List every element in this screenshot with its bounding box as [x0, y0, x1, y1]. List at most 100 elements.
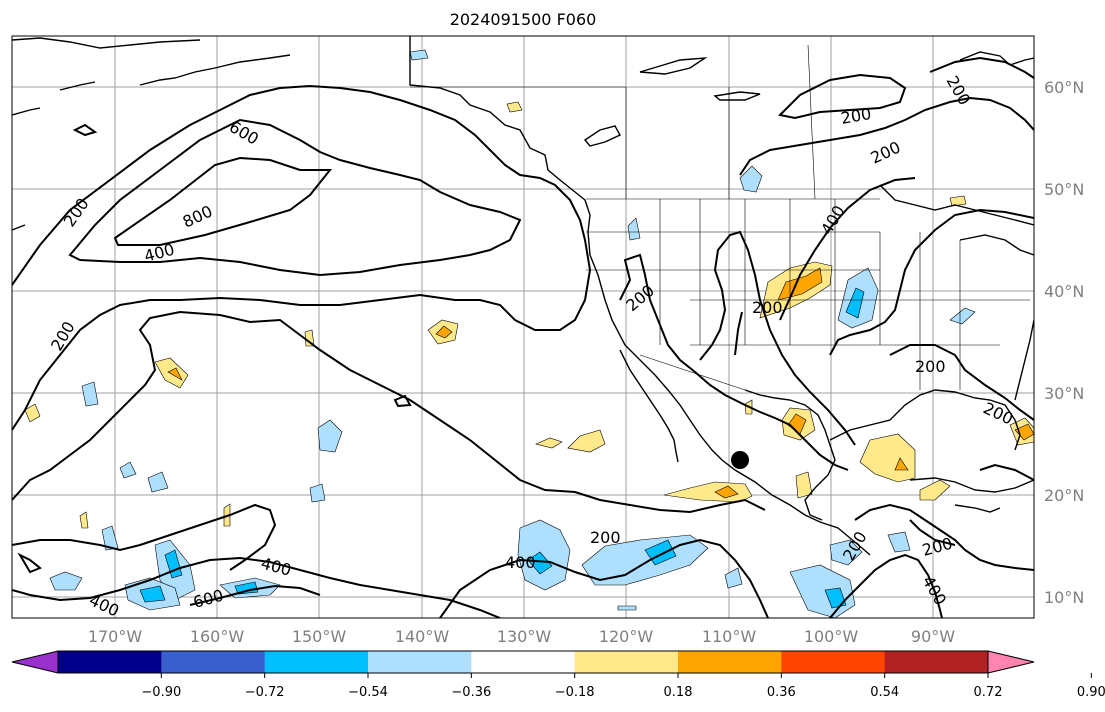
- cold-anomaly-oregon: [627, 217, 641, 241]
- colorbar-tick-label: 0.36: [767, 685, 796, 700]
- lon-label-100w: 100°W: [804, 627, 859, 646]
- warm-core-west-pacific: [167, 367, 183, 381]
- contour-200-caribbean: [854, 503, 1034, 571]
- warm-core-gulf: [894, 457, 909, 471]
- atlantic-coast: [1014, 319, 1034, 401]
- contour-small-loop-1: [17, 552, 42, 574]
- warm-anomaly-yucatan: [795, 471, 813, 499]
- hudson-bay-island-2: [583, 125, 621, 147]
- warm-anomaly-cuba: [919, 479, 951, 501]
- cold-anomaly-pacific-west-2: [119, 461, 137, 479]
- aleutian-coast: [12, 37, 291, 231]
- labrador-coast: [959, 51, 1034, 66]
- contour-400-caribbean: [829, 553, 943, 618]
- latitude-labels: 60°N 50°N 40°N 30°N 20°N 10°N: [1044, 78, 1084, 607]
- contour-400-mid: [439, 538, 769, 618]
- cold-core-central-america: [824, 587, 847, 609]
- contour-small: [734, 311, 743, 356]
- warm-anomaly-small-5: [79, 511, 89, 529]
- colorbar-tick-label: 0.90: [1077, 685, 1105, 700]
- lat-label-60n: 60°N: [1044, 78, 1084, 97]
- colorbar-tick-label: −0.72: [245, 685, 285, 700]
- cold-core-pacific-south-1: [527, 551, 553, 575]
- cold-anomaly-hawaii: [309, 483, 326, 503]
- lon-label-150w: 150°W: [292, 627, 347, 646]
- colorbar-segment: [161, 651, 266, 673]
- warm-anomaly-pacific-mexico: [663, 481, 753, 503]
- cold-anomaly-far-west-3: [101, 525, 119, 551]
- colorbar-segment: [368, 651, 472, 673]
- lat-label-30n: 30°N: [1044, 384, 1084, 403]
- cold-core-west-pacific-south: [164, 549, 183, 579]
- colorbar-tick-label: −0.36: [451, 685, 491, 700]
- contour-200-west: [12, 503, 277, 571]
- hispaniola: [954, 504, 1001, 513]
- west-coast-north-america: [409, 36, 871, 556]
- map-title: 2024091500 F060: [450, 10, 597, 29]
- cold-anomaly-gulf-south: [829, 539, 863, 566]
- lat-label-40n: 40°N: [1044, 282, 1084, 301]
- colorbar-segment: [574, 651, 679, 673]
- warm-anomaly-alaska: [506, 101, 523, 113]
- lon-label-170w: 170°W: [88, 627, 143, 646]
- colorbar-tick-label: −0.90: [141, 685, 181, 700]
- contour-200-ca2: [909, 519, 956, 546]
- cold-core-southwest-1: [139, 585, 166, 603]
- map-frame: [11, 35, 1035, 619]
- warm-anomaly-small-1: [535, 437, 563, 449]
- contour-label-200-mid: 200: [590, 528, 621, 547]
- contour-lines: [12, 56, 1034, 618]
- warm-anomaly-canada: [949, 195, 967, 207]
- warm-core-pacific-mexico: [714, 485, 739, 499]
- colorbar-segment: [58, 651, 162, 673]
- colorbar-ticks: −0.90 −0.72 −0.54 −0.36 −0.18 0.18 0.36 0.54 0.7…: [141, 673, 1105, 700]
- cold-anomaly-canada-west: [739, 165, 763, 193]
- lon-label-160w: 160°W: [190, 627, 245, 646]
- lon-label-130w: 130°W: [497, 627, 552, 646]
- contour-label-200-us2: 200: [752, 298, 783, 317]
- gulf-coast-us: [829, 389, 1021, 451]
- contour-400-us: [779, 177, 916, 321]
- contour-200-atlantic: [979, 463, 1034, 481]
- colorbar-segments: [57, 650, 989, 674]
- contour-200-canada: [739, 96, 1034, 176]
- cold-anomaly-pacific-west: [147, 471, 169, 493]
- contour-label-200-gulf: 200: [915, 357, 946, 376]
- cold-anomaly-far-west-2: [81, 381, 99, 407]
- lat-label-10n: 10°N: [1044, 588, 1084, 607]
- colorbar-segment: [678, 651, 782, 673]
- colorbar-segment: [781, 651, 886, 673]
- cold-anomaly-far-west: [49, 571, 83, 591]
- lon-label-90w: 90°W: [911, 627, 955, 646]
- contour-200-mid: [12, 310, 766, 514]
- cuba: [909, 477, 1034, 493]
- colorbar-tick-label: 0.54: [870, 685, 899, 700]
- colorbar-tick-label: 0.18: [664, 685, 693, 700]
- location-marker: [731, 451, 749, 469]
- cold-anomaly-caribbean: [887, 531, 911, 553]
- warm-anomaly-baja-west: [567, 429, 606, 453]
- contour-600-north: [68, 118, 522, 277]
- contour-200-gulf: [889, 344, 1034, 421]
- great-lakes-region: [879, 184, 1034, 226]
- st-lawrence: [959, 234, 1034, 256]
- colorbar-tick-label: −0.18: [555, 685, 595, 700]
- contour-400-south: [12, 556, 501, 618]
- gulf-coast-mexico: [744, 389, 836, 521]
- warm-core-mid-pacific: [435, 325, 453, 339]
- warm-core-florida: [1014, 423, 1034, 441]
- lon-label-120w: 120°W: [599, 627, 654, 646]
- colorbar-segment: [264, 651, 369, 673]
- colorbar-extend-high: [987, 650, 1035, 674]
- arctic-island: [713, 91, 761, 101]
- lon-label-140w: 140°W: [395, 627, 450, 646]
- longitude-labels: 170°W 160°W 150°W 140°W 130°W 120°W 110°…: [88, 627, 955, 646]
- colorbar-tick-label: 0.72: [974, 685, 1003, 700]
- cold-core-southwest-2: [234, 581, 259, 595]
- contour-400-north: [12, 84, 592, 431]
- cold-anomaly-pacific-south-1: [517, 519, 571, 591]
- warm-core-colorado: [777, 267, 823, 301]
- political-borders: [410, 44, 1030, 391]
- contour-200-us-west: [619, 253, 849, 471]
